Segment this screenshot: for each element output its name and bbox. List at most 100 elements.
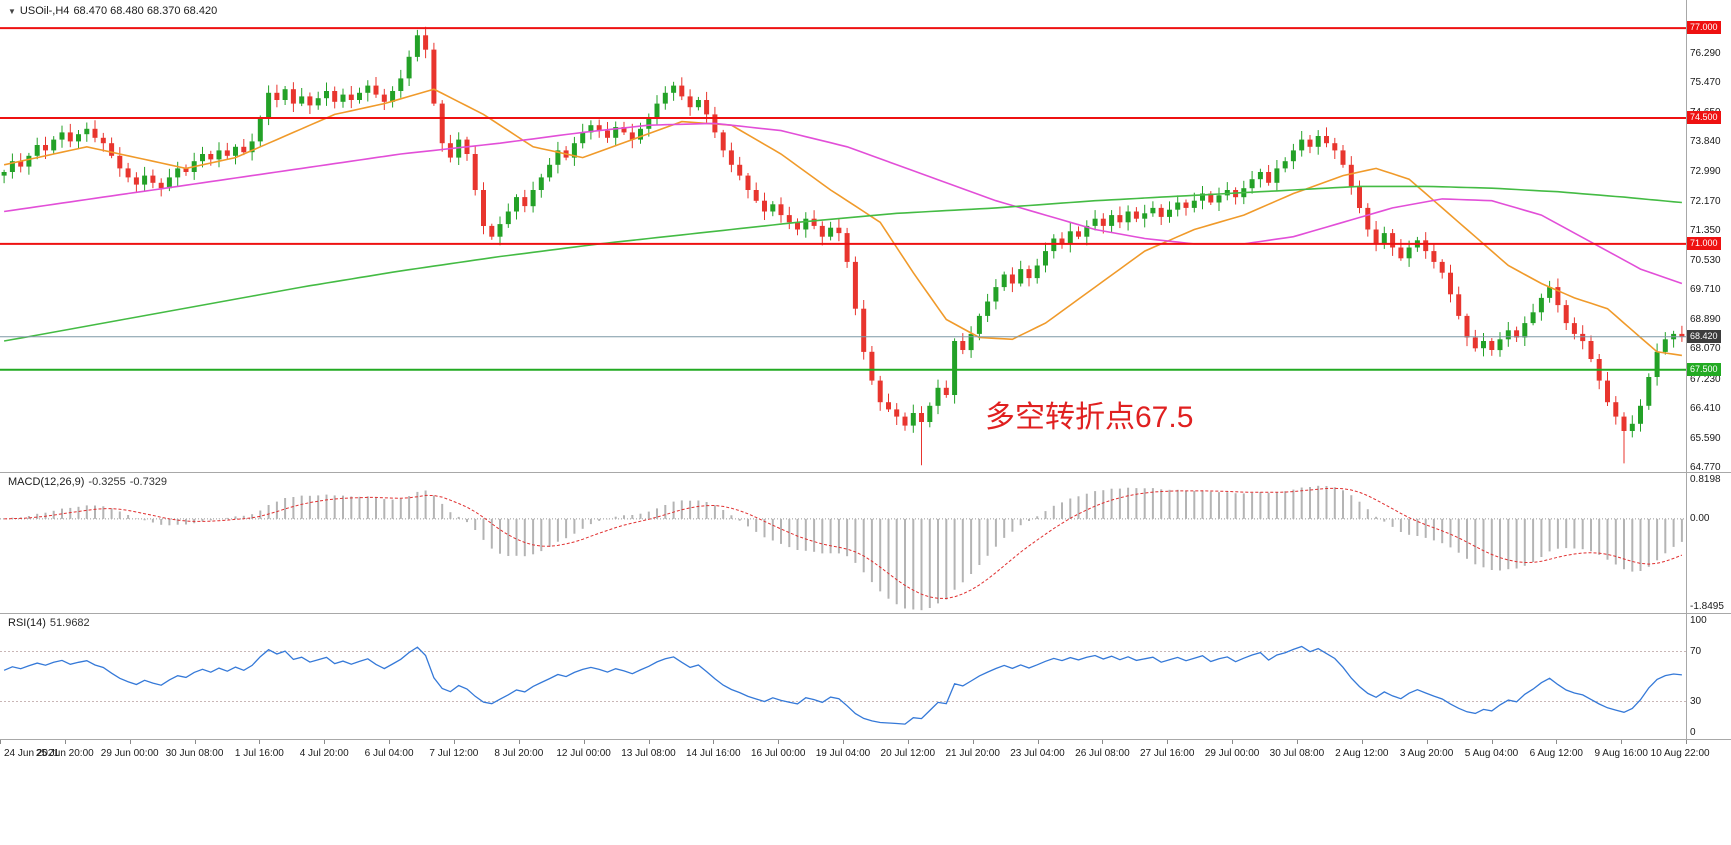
price-tick-label: 67.230 (1690, 373, 1721, 385)
macd-title: MACD(12,26,9) -0.3255 -0.7329 (8, 476, 167, 488)
macd-value-main: -0.3255 (88, 476, 126, 488)
time-axis-label: 24 Jun 2021 (4, 748, 60, 759)
price-tick-label: 69.710 (1690, 284, 1721, 296)
time-tick (64, 740, 66, 744)
time-tick (648, 740, 650, 744)
macd-tick-label: 0.8198 (1690, 474, 1721, 485)
time-axis-label: 29 Jun 00:00 (100, 748, 159, 759)
symbol-timeframe-label: USOil-,H4 (19, 5, 70, 17)
price-tick-label: 73.840 (1690, 135, 1721, 147)
candlestick-chart[interactable] (0, 0, 1686, 472)
rsi-tick-label: 70 (1690, 645, 1702, 657)
time-axis-label: 30 Jul 08:00 (1269, 748, 1325, 759)
price-axis: 76.29075.47074.65073.84072.99072.17071.3… (1686, 0, 1731, 474)
time-tick (129, 740, 131, 744)
time-tick (843, 740, 844, 744)
time-axis-label: 20 Jul 12:00 (880, 748, 936, 759)
price-level-badge: 67.500 (1687, 362, 1721, 376)
time-tick (1686, 740, 1687, 744)
macd-axis: 0.8198 0.00 -1.8495 (1686, 473, 1731, 613)
time-axis-label: 25 Jun 20:00 (35, 748, 94, 759)
time-axis-label: 6 Aug 12:00 (1529, 748, 1583, 759)
rsi-tick-label: 0 (1690, 727, 1696, 738)
price-tick-label: 72.170 (1690, 195, 1721, 207)
time-tick (713, 740, 715, 744)
time-tick (0, 740, 1, 744)
price-tick-label: 66.410 (1690, 403, 1721, 415)
time-axis-label: 29 Jul 00:00 (1204, 748, 1260, 759)
price-tick-label: 72.990 (1690, 166, 1721, 178)
time-tick (1167, 740, 1169, 744)
time-tick (1621, 740, 1623, 744)
time-tick (972, 740, 974, 744)
time-tick (1426, 740, 1428, 744)
main-chart-panel: 76.29075.47074.65073.84072.99072.17071.3… (0, 0, 1731, 473)
macd-panel: 0.8198 0.00 -1.8495 MACD(12,26,9) -0.3255 -0… (0, 473, 1731, 614)
macd-tick-label: -1.8495 (1690, 601, 1724, 612)
time-axis: 24 Jun 2021 25 Jun 20:00 29 Jun 00:00 30 Ju… (0, 740, 1731, 774)
time-axis-label: 21 Jul 20:00 (945, 748, 1000, 759)
rsi-chart[interactable] (0, 614, 1686, 739)
time-axis-label: 16 Jul 00:00 (750, 748, 806, 759)
time-tick (1296, 740, 1298, 744)
time-axis-label: 14 Jul 16:00 (686, 748, 741, 759)
time-axis-label: 8 Jul 20:00 (494, 748, 544, 759)
ohlc-values: 68.470 68.480 68.370 68.420 (73, 5, 218, 17)
price-level-badge: 68.420 (1687, 329, 1721, 343)
annotation-text: 多空转折点67.5 (985, 401, 1194, 434)
time-tick (1491, 740, 1493, 744)
price-level-badge: 71.000 (1687, 236, 1721, 250)
rsi-value: 51.9682 (49, 617, 90, 629)
macd-tick-label: 0.00 (1690, 512, 1710, 524)
time-tick (389, 740, 391, 744)
time-tick (518, 740, 520, 744)
time-tick (1361, 740, 1363, 744)
price-tick-label: 64.770 (1690, 462, 1721, 474)
chart-header: ▼ USOil-,H4 68.470 68.480 68.370 68.420 (8, 5, 217, 17)
macd-value-signal: -0.7329 (129, 476, 168, 488)
time-axis-label: 2 Aug 12:00 (1335, 748, 1389, 759)
time-axis-label: 12 Jul 00:00 (556, 748, 611, 759)
price-tick-label: 68.070 (1690, 343, 1721, 355)
time-tick (583, 740, 585, 744)
time-tick (324, 740, 326, 744)
time-axis-label: 4 Jul 20:00 (299, 748, 349, 759)
time-tick (1102, 740, 1104, 744)
rsi-tick-label: 100 (1690, 615, 1707, 626)
rsi-panel: 100 70 30 0 RSI(14) 51.9682 (0, 614, 1731, 740)
time-axis-label: 19 Jul 04:00 (815, 748, 871, 759)
rsi-name-label: RSI(14) (8, 617, 46, 629)
price-tick-label: 71.350 (1690, 225, 1721, 237)
price-tick-label: 70.530 (1690, 254, 1721, 266)
time-tick (259, 740, 261, 744)
time-axis-label: 26 Jul 08:00 (1075, 748, 1130, 759)
rsi-title: RSI(14) 51.9682 (8, 617, 90, 629)
time-tick (1232, 740, 1234, 744)
time-tick (1037, 740, 1039, 744)
chart-expander-icon[interactable]: ▼ (8, 7, 16, 16)
price-tick-label: 75.470 (1690, 77, 1721, 89)
rsi-axis: 100 70 30 0 (1686, 614, 1731, 739)
price-level-badge: 77.000 (1687, 21, 1721, 35)
price-tick-label: 76.290 (1690, 47, 1721, 59)
time-tick (778, 740, 780, 744)
price-tick-label: 65.590 (1690, 432, 1721, 444)
time-axis-label: 5 Aug 04:00 (1464, 748, 1519, 759)
time-axis-label: 3 Aug 20:00 (1399, 748, 1454, 759)
price-level-badge: 74.500 (1687, 111, 1721, 124)
time-tick (1556, 740, 1558, 744)
time-axis-label: 30 Jun 08:00 (165, 748, 224, 759)
time-axis-label: 13 Jul 08:00 (621, 748, 676, 759)
time-axis-label: 7 Jul 12:00 (429, 748, 479, 759)
time-tick (453, 740, 455, 744)
time-axis-label: 23 Jul 04:00 (1010, 748, 1065, 759)
time-axis-label: 9 Aug 16:00 (1594, 748, 1648, 759)
time-axis-label: 27 Jul 16:00 (1139, 748, 1195, 759)
rsi-tick-label: 30 (1690, 695, 1702, 707)
time-axis-label: 10 Aug 22:00 (1650, 748, 1710, 759)
time-tick (194, 740, 196, 744)
time-axis-label: 6 Jul 04:00 (364, 748, 414, 759)
time-tick (907, 740, 909, 744)
time-axis-label: 1 Jul 16:00 (234, 748, 284, 759)
macd-chart[interactable] (0, 473, 1686, 613)
